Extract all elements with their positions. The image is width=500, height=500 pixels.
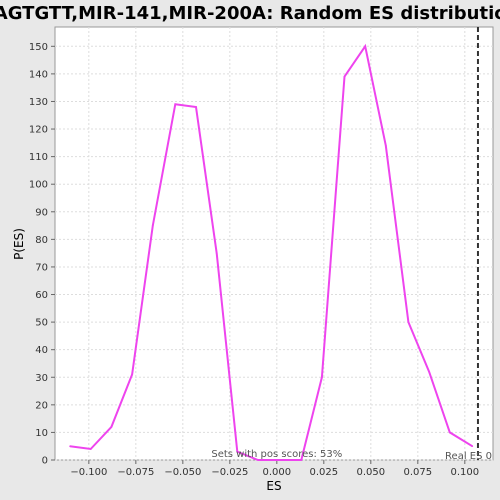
x-tick-label: 0.050 [356, 467, 385, 478]
series-line [69, 43, 473, 461]
x-axis-label: ES [266, 479, 281, 493]
y-tick-label: 120 [29, 125, 48, 136]
data-point [110, 426, 113, 428]
y-axis-label: P(ES) [12, 228, 26, 260]
x-tick-label: 0.025 [309, 467, 338, 478]
data-point [321, 376, 323, 379]
y-tick-label: 60 [35, 290, 48, 301]
data-point [300, 459, 303, 461]
data-point [428, 370, 430, 373]
y-tick-label: 150 [29, 42, 48, 53]
y-axis: 0 10 20 30 40 50 60 70 80 90 100 110 120 130 140 150 [29, 42, 55, 467]
y-tick-label: 110 [29, 152, 48, 163]
data-point [343, 75, 346, 78]
y-tick-label: 90 [35, 207, 48, 218]
data-point [279, 459, 282, 461]
chart-title: CAGTGTT,MIR-141,MIR-200A: Random ES dist… [0, 3, 500, 24]
y-tick-label: 50 [35, 318, 48, 329]
y-tick-label: 80 [35, 235, 48, 246]
y-tick-label: 20 [35, 400, 48, 411]
data-point [89, 448, 92, 450]
x-tick-label: 0.100 [450, 467, 479, 478]
data-point [195, 106, 197, 108]
data-point [385, 144, 387, 147]
data-point [215, 252, 218, 254]
pos-scores-label: Sets with pos scores: 53% [211, 449, 342, 460]
data-point [174, 103, 177, 106]
y-tick-label: 100 [29, 180, 48, 191]
real-es-label: Real ES 0 [445, 451, 492, 462]
x-tick-label: −0.075 [117, 467, 154, 478]
y-tick-label: 130 [29, 97, 48, 108]
y-tick-label: 140 [29, 69, 48, 80]
data-point [407, 321, 410, 323]
y-tick-label: 10 [35, 428, 48, 439]
data-point [69, 445, 71, 448]
x-axis: −0.100 −0.075 −0.050 −0.025 0.000 0.025 0.050 0… [70, 460, 479, 478]
y-tick-label: 30 [35, 373, 48, 384]
y-tick-label: 0 [42, 456, 48, 467]
data-point [364, 45, 366, 48]
data-point [257, 459, 259, 461]
data-point [131, 373, 133, 376]
series-group [69, 43, 474, 461]
x-tick-label: −0.050 [164, 467, 201, 478]
y-tick-label: 40 [35, 345, 48, 356]
data-point [448, 431, 451, 434]
plot-area [54, 26, 494, 461]
x-tick-label: 0.000 [262, 467, 291, 478]
data-point [151, 224, 154, 227]
x-tick-label: −0.025 [211, 467, 248, 478]
y-tick-label: 70 [35, 262, 48, 273]
grid-lines [55, 27, 493, 461]
x-tick-label: −0.100 [70, 467, 107, 478]
data-point [236, 450, 239, 453]
x-tick-label: 0.075 [403, 467, 432, 478]
data-point [471, 445, 474, 448]
